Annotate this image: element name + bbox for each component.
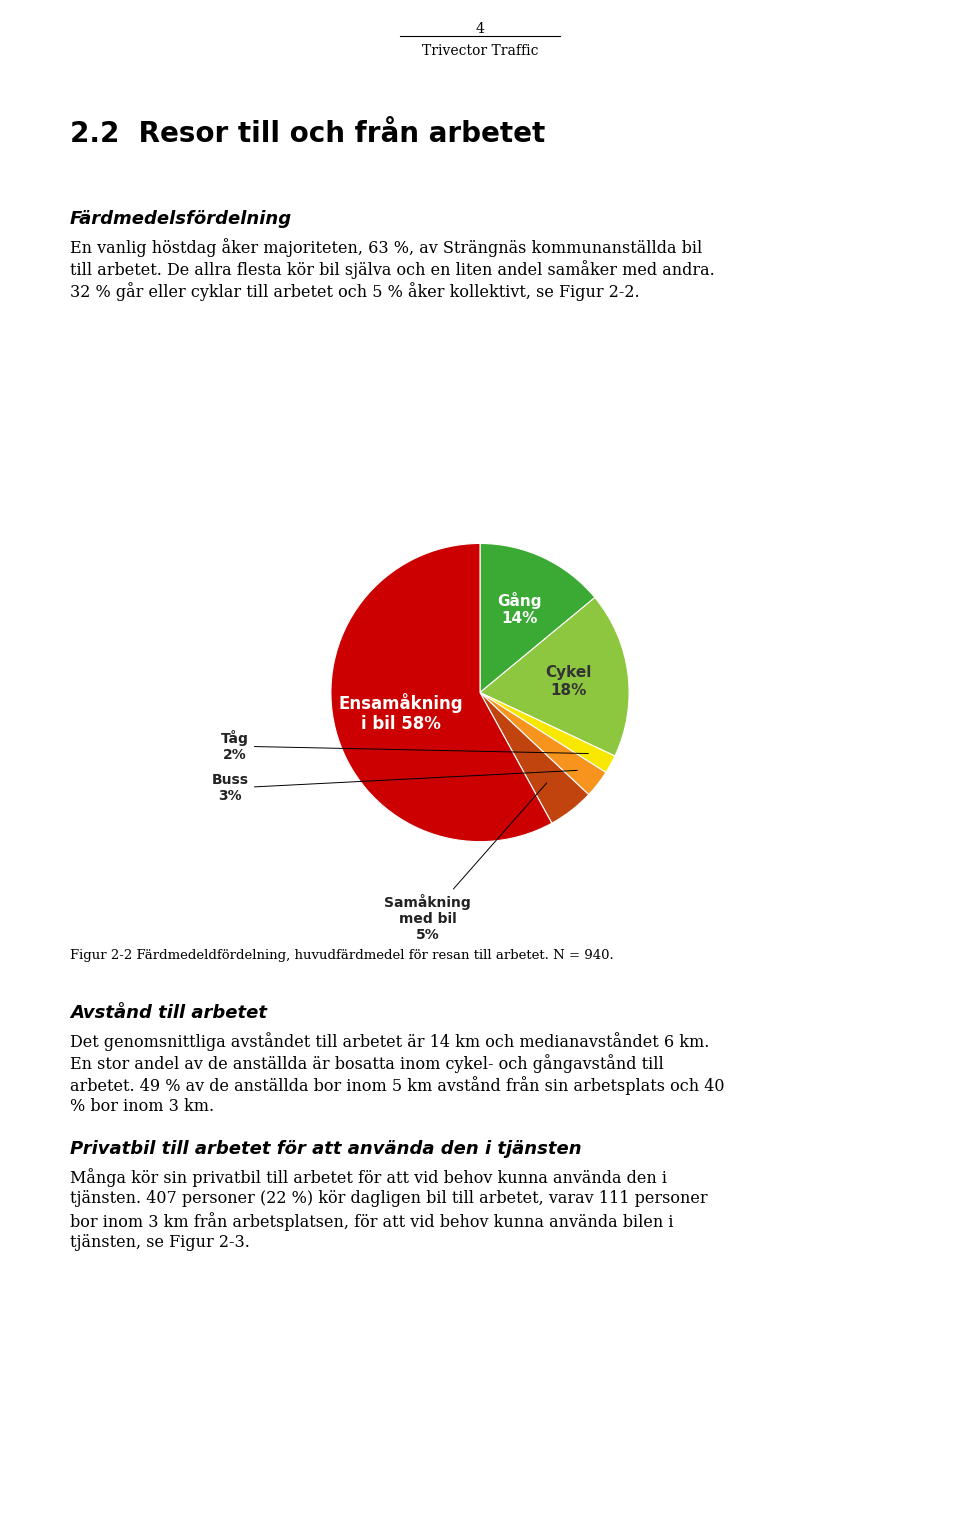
Text: En stor andel av de anställda är bosatta inom cykel- och gångavstånd till: En stor andel av de anställda är bosatta…	[70, 1054, 663, 1073]
Text: Gång
14%: Gång 14%	[497, 591, 541, 626]
Text: Trivector Traffic: Trivector Traffic	[421, 45, 539, 58]
Wedge shape	[480, 693, 615, 773]
Text: Färdmedelsfördelning: Färdmedelsfördelning	[70, 209, 292, 228]
Wedge shape	[480, 693, 588, 823]
Text: Det genomsnittliga avståndet till arbetet är 14 km och medianavståndet 6 km.: Det genomsnittliga avståndet till arbete…	[70, 1033, 709, 1051]
Text: 4: 4	[475, 22, 485, 35]
Text: Privatbil till arbetet för att använda den i tjänsten: Privatbil till arbetet för att använda d…	[70, 1140, 582, 1157]
Text: bor inom 3 km från arbetsplatsen, för att vid behov kunna använda bilen i: bor inom 3 km från arbetsplatsen, för at…	[70, 1213, 674, 1231]
Text: Avstånd till arbetet: Avstånd till arbetet	[70, 1003, 267, 1022]
Text: Figur 2-2 Färdmedeldfördelning, huvudfärdmedel för resan till arbetet. N = 940.: Figur 2-2 Färdmedeldfördelning, huvudfär…	[70, 950, 613, 962]
Text: Ensamåkning
i bil 58%: Ensamåkning i bil 58%	[338, 693, 463, 734]
Text: till arbetet. De allra flesta kör bil själva och en liten andel samåker med andr: till arbetet. De allra flesta kör bil sj…	[70, 260, 715, 279]
Text: % bor inom 3 km.: % bor inom 3 km.	[70, 1099, 214, 1116]
Text: Buss
3%: Buss 3%	[212, 771, 577, 803]
Wedge shape	[331, 543, 552, 842]
Wedge shape	[480, 597, 629, 756]
Wedge shape	[480, 693, 606, 794]
Text: arbetet. 49 % av de anställda bor inom 5 km avstånd från sin arbetsplats och 40: arbetet. 49 % av de anställda bor inom 5…	[70, 1076, 725, 1096]
Text: tjänsten. 407 personer (22 %) kör dagligen bil till arbetet, varav 111 personer: tjänsten. 407 personer (22 %) kör daglig…	[70, 1190, 708, 1207]
Text: Cykel
18%: Cykel 18%	[545, 665, 592, 697]
Text: Många kör sin privatbil till arbetet för att vid behov kunna använda den i: Många kör sin privatbil till arbetet för…	[70, 1168, 667, 1187]
Wedge shape	[480, 543, 595, 693]
Text: En vanlig höstdag åker majoriteten, 63 %, av Strängnäs kommunanställda bil: En vanlig höstdag åker majoriteten, 63 %…	[70, 239, 703, 257]
Text: 32 % går eller cyklar till arbetet och 5 % åker kollektivt, se Figur 2-2.: 32 % går eller cyklar till arbetet och 5…	[70, 282, 639, 302]
Text: Tåg
2%: Tåg 2%	[221, 729, 588, 762]
Text: Samåkning
med bil
5%: Samåkning med bil 5%	[384, 783, 546, 942]
Text: 2.2  Resor till och från arbetet: 2.2 Resor till och från arbetet	[70, 120, 545, 148]
Text: tjänsten, se Figur 2-3.: tjänsten, se Figur 2-3.	[70, 1234, 250, 1251]
